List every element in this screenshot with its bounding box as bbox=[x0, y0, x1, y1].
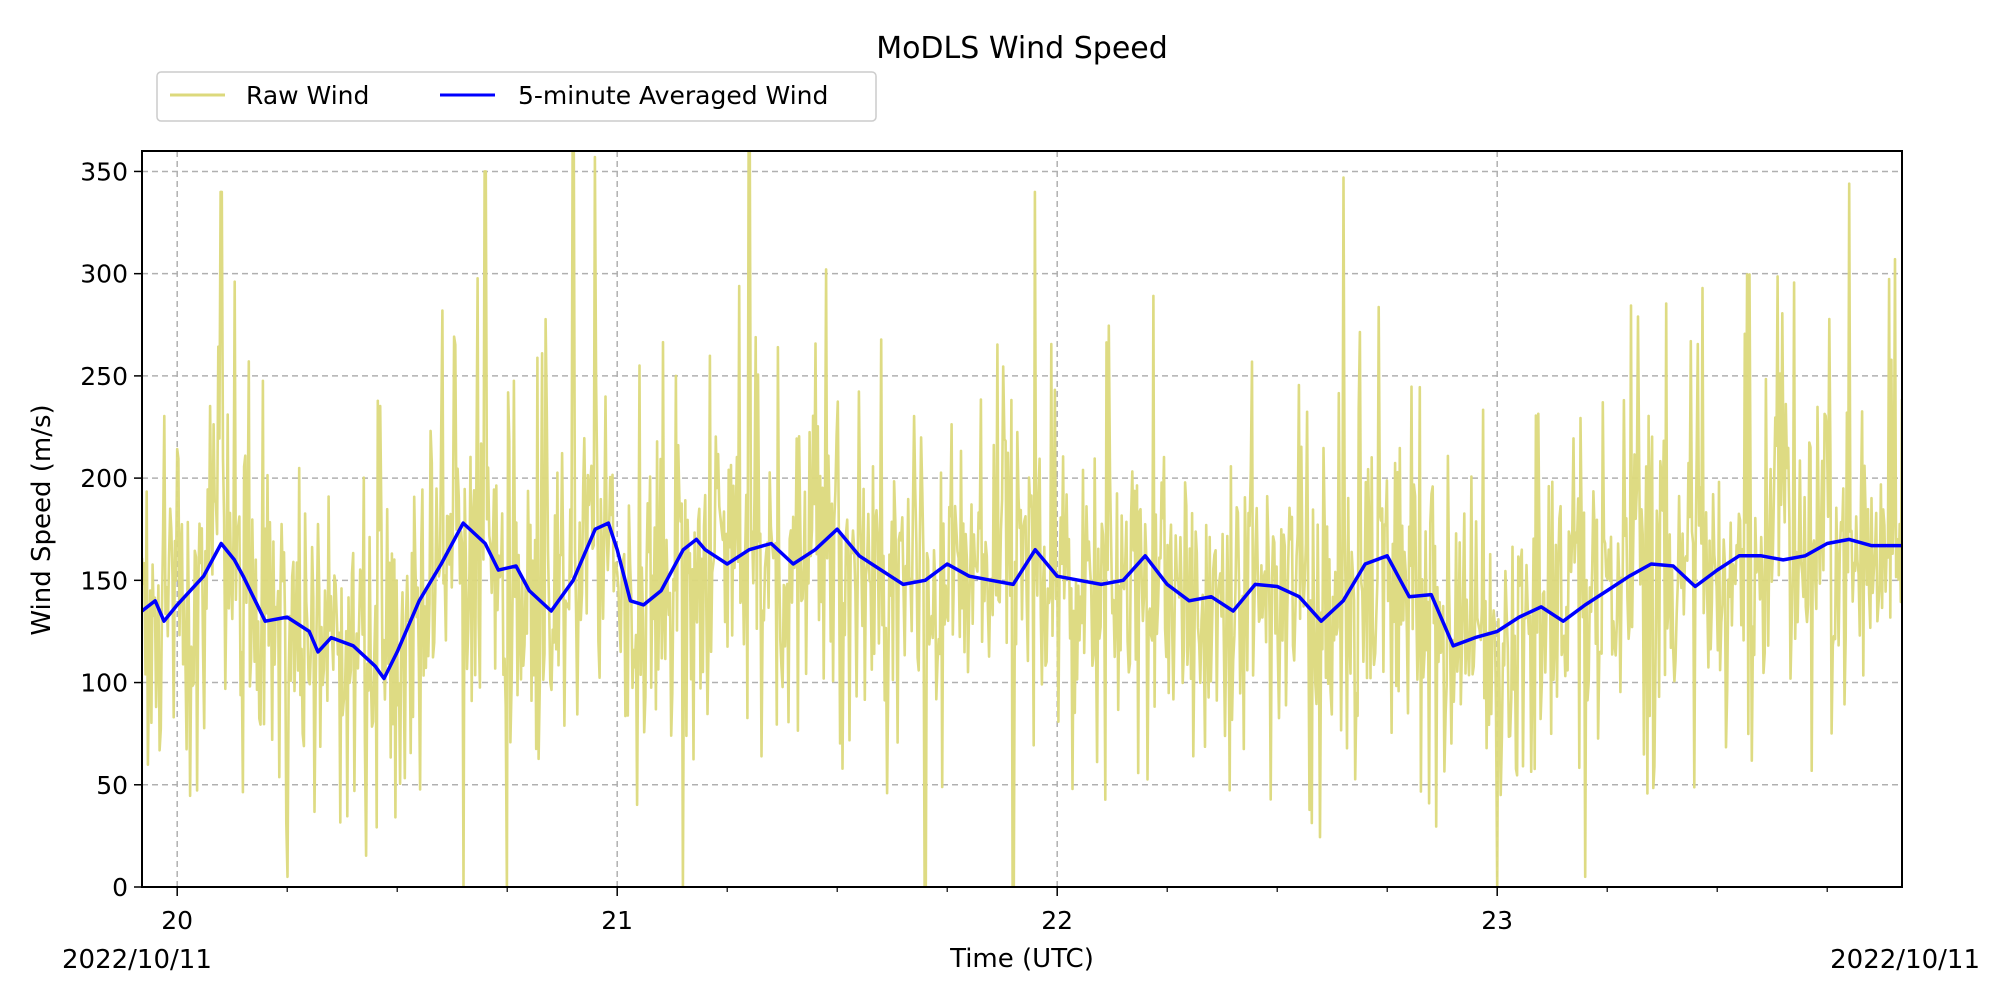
raw-wind-line bbox=[142, 151, 1902, 887]
x-tick-label: 23 bbox=[1481, 906, 1513, 935]
y-tick-label: 50 bbox=[96, 771, 128, 800]
legend: Raw Wind 5-minute Averaged Wind bbox=[156, 71, 877, 122]
averaged-wind-series bbox=[142, 521, 1902, 681]
x-corner-label-left: 2022/10/11 bbox=[62, 945, 212, 975]
plot-frame bbox=[141, 150, 1903, 888]
x-corner-label-right: 2022/10/11 bbox=[1830, 945, 1980, 975]
legend-box bbox=[156, 71, 877, 122]
y-tick-label: 100 bbox=[80, 669, 128, 698]
chart-title: MoDLS Wind Speed bbox=[876, 31, 1168, 66]
y-tick-label: 0 bbox=[112, 873, 128, 902]
y-tick-label: 200 bbox=[80, 464, 128, 493]
legend-label-raw-wind: Raw Wind bbox=[246, 81, 369, 110]
y-tick-label: 150 bbox=[80, 566, 128, 595]
y-axis: 0 50 100 150 200 250 300 350 bbox=[80, 157, 142, 902]
x-tick-label: 20 bbox=[161, 906, 193, 935]
legend-label-averaged-wind: 5-minute Averaged Wind bbox=[518, 81, 828, 110]
y-tick-label: 250 bbox=[80, 362, 128, 391]
x-axis-label: Time (UTC) bbox=[949, 944, 1094, 974]
y-tick-label: 300 bbox=[80, 260, 128, 289]
x-axis: 20 21 22 23 bbox=[161, 887, 1828, 935]
raw-wind-series bbox=[142, 151, 1902, 887]
y-axis-label: Wind Speed (m/s) bbox=[27, 404, 57, 635]
x-tick-label: 21 bbox=[601, 906, 633, 935]
y-tick-label: 350 bbox=[80, 157, 128, 186]
x-tick-label: 22 bbox=[1041, 906, 1073, 935]
averaged-wind-line bbox=[142, 521, 1902, 681]
